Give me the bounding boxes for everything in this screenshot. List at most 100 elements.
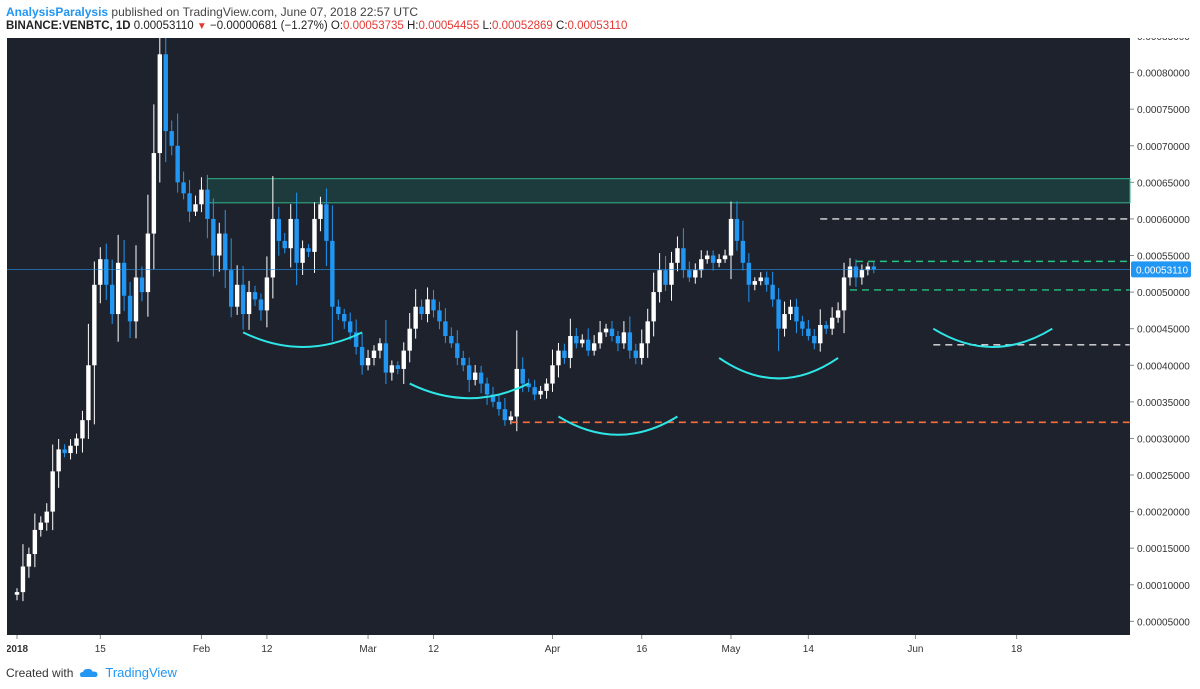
candle-up [514, 368, 519, 417]
candle-up [312, 218, 317, 252]
candle-down [794, 306, 799, 322]
price-tick-label: 0.00080000 [1137, 69, 1190, 80]
candle-down [62, 449, 67, 454]
candle-up [544, 383, 549, 391]
candle-up [645, 321, 650, 344]
candle-up [38, 522, 43, 530]
candle-down [163, 54, 168, 132]
candle-down [562, 350, 567, 358]
candle-down [181, 182, 186, 194]
candle-up [675, 248, 680, 263]
candle-down [609, 328, 615, 336]
time-tick-label: 14 [803, 644, 815, 655]
price-tick-label: 0.00020000 [1137, 508, 1190, 519]
candle-up [716, 259, 722, 263]
candle-up [56, 449, 61, 472]
candle-down [574, 336, 579, 344]
candle-down [205, 189, 210, 219]
candle-down [437, 310, 442, 322]
candle-up [865, 266, 871, 271]
time-tick-label: Feb [193, 644, 211, 655]
candle-down [663, 270, 668, 285]
candle-down [229, 270, 234, 307]
candle-up [603, 328, 609, 333]
candle-up [705, 255, 710, 260]
footer: Created with TradingView [6, 665, 177, 680]
time-tick-label: May [722, 644, 741, 655]
time-tick-label: 12 [261, 644, 273, 655]
candle-up [98, 259, 103, 285]
price-tick-label: 0.00005000 [1137, 617, 1190, 628]
candle-up [758, 277, 763, 282]
candle-down [740, 240, 746, 263]
price-tick-label: 0.00010000 [1137, 581, 1190, 592]
price-tick-label: 0.00060000 [1137, 215, 1190, 226]
candle-up [14, 592, 20, 595]
candle-down [467, 365, 472, 380]
candle-up [133, 277, 139, 322]
price-tick-label: 0.00030000 [1137, 434, 1190, 445]
high-label: H: [406, 20, 419, 32]
candle-up [425, 299, 430, 315]
candle-up [318, 204, 323, 219]
resistance-zone [206, 178, 1131, 204]
candle-up [472, 372, 478, 380]
candle-up [151, 153, 157, 234]
candle-down [359, 346, 365, 366]
candle-down [252, 292, 258, 300]
candle-down [806, 328, 811, 336]
author-link[interactable]: AnalysisParalysis [6, 5, 109, 19]
last-price: 0.00053110 [133, 20, 194, 32]
candle-up [657, 270, 662, 293]
candle-down [211, 218, 216, 256]
candle-down [478, 372, 484, 384]
price-tick-label: 0.00055000 [1137, 252, 1190, 263]
candle-down [431, 299, 436, 311]
candle-up [50, 471, 55, 512]
candle-down [110, 284, 115, 315]
candle-up [835, 310, 841, 318]
candle-up [818, 325, 823, 344]
candle-down [336, 306, 341, 315]
candle-down [282, 240, 287, 249]
close-label: C: [556, 20, 568, 32]
candle-up [597, 332, 603, 344]
candle-down [681, 248, 686, 271]
candle-up [199, 189, 204, 205]
candle-up [157, 54, 162, 154]
candle-down [294, 218, 299, 263]
time-tick-label: 18 [1011, 644, 1023, 655]
price-chart[interactable]: 0.00085000 0.00080000 0.00075000 0.00070000… [7, 38, 1193, 660]
candle-up [639, 343, 644, 358]
candle-down [812, 336, 817, 344]
candle-up [32, 529, 38, 555]
candle-down [443, 321, 448, 336]
tradingview-brand[interactable]: TradingView [105, 665, 177, 680]
price-tick-label: 0.00045000 [1137, 325, 1190, 336]
tradingview-cloud-icon [80, 668, 98, 677]
time-tick-label: Apr [545, 644, 561, 655]
candle-up [782, 314, 787, 329]
candle-down [764, 277, 769, 285]
price-tick-label: 0.00065000 [1137, 178, 1190, 189]
time-tick-label: Jun [907, 644, 923, 655]
candle-down [395, 365, 400, 369]
candle-down [169, 131, 174, 146]
candle-down [276, 218, 281, 241]
candle-down [324, 204, 329, 241]
candle-down [104, 259, 109, 285]
candle-up [371, 350, 377, 358]
candle-up [264, 277, 270, 311]
candle-down [496, 401, 502, 410]
last-price-tag [1131, 261, 1191, 278]
rounded-bottom-arc [557, 415, 678, 436]
time-tick-label: 2018 [7, 644, 29, 655]
candle-up [829, 317, 835, 329]
open-label: O: [330, 20, 344, 32]
candle-down [800, 321, 805, 329]
candle-down [746, 262, 752, 285]
candle-down [520, 368, 525, 384]
candle-down [734, 218, 740, 241]
candle-up [193, 204, 198, 212]
candle-up [651, 292, 656, 322]
